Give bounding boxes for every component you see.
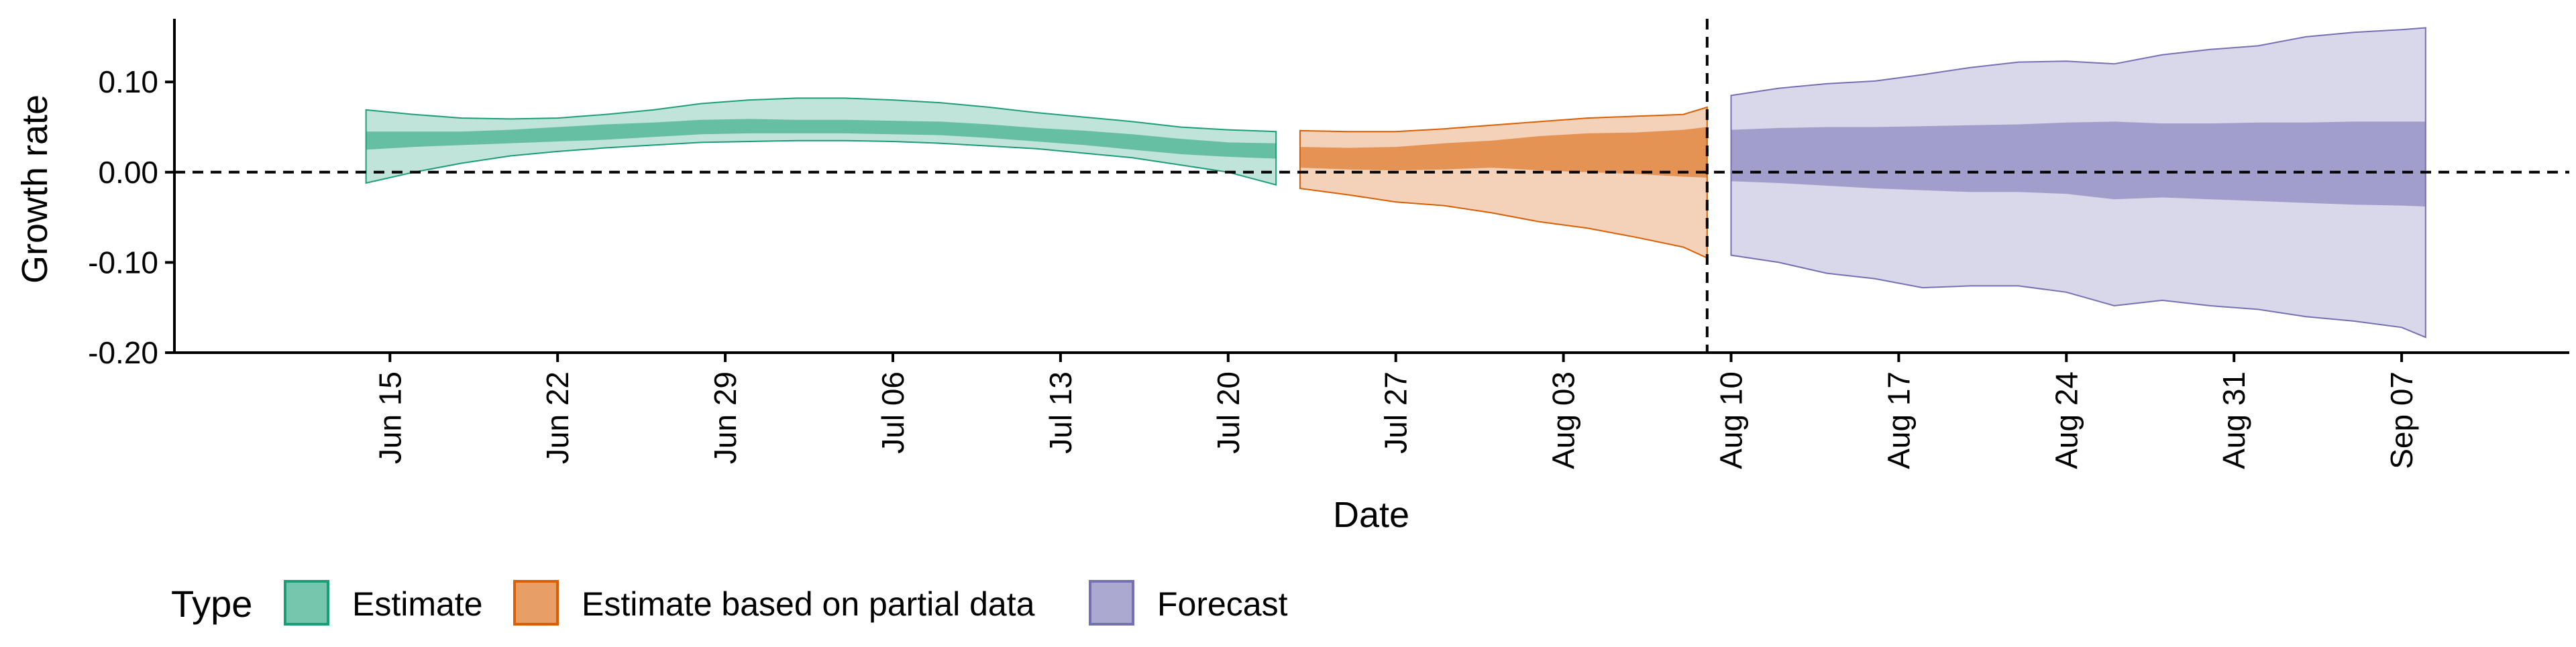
series-1-inner-band — [366, 119, 1277, 159]
x-tick-label: Jul 27 — [1379, 371, 1413, 454]
series-3-inner-band — [1731, 121, 2426, 207]
series-3 — [1730, 27, 2426, 339]
legend-title: Type — [171, 583, 252, 625]
bands-layer — [365, 27, 2426, 339]
x-tick-label: Jun 22 — [540, 371, 575, 464]
x-tick-label: Jul 06 — [875, 371, 910, 454]
legend: Type Estimate Estimate based on partial d… — [171, 580, 1288, 626]
x-tick-label: Sep 07 — [2384, 371, 2419, 469]
x-tick-label: Jul 20 — [1211, 371, 1246, 454]
legend-label-1: Estimate — [352, 585, 483, 623]
y-tick-label: -0.20 — [88, 335, 158, 370]
axes: 0.10 0.00 -0.10 -0.20 Jun 15 Jun 22 Jun 29 Jul … — [88, 19, 2569, 469]
y-tick-label: 0.00 — [98, 155, 158, 190]
y-tick-label: 0.10 — [98, 64, 158, 99]
legend-label-3: Forecast — [1157, 585, 1288, 623]
series-1-outer-band — [365, 97, 1277, 186]
x-tick-label: Jun 15 — [372, 371, 407, 464]
x-tick-label: Aug 31 — [2216, 371, 2251, 469]
x-axis-label: Date — [1333, 495, 1409, 535]
series-2-inner-band — [1299, 127, 1707, 178]
legend-key-3 — [1089, 580, 1134, 626]
x-tick-label: Aug 03 — [1546, 371, 1581, 469]
reference-lines — [174, 19, 2569, 353]
series-1 — [365, 97, 1277, 186]
x-tick-label: Jul 13 — [1043, 371, 1078, 454]
series-2-outer-band — [1299, 106, 1708, 259]
legend-key-2 — [513, 580, 559, 626]
y-axis-label: Growth rate — [15, 95, 55, 284]
y-tick-label: -0.10 — [88, 245, 158, 280]
x-tick-label: Aug 17 — [1881, 371, 1916, 469]
x-tick-label: Aug 10 — [1714, 371, 1749, 469]
series-2 — [1299, 106, 1708, 259]
x-tick-label: Jun 29 — [708, 371, 743, 464]
legend-key-1 — [284, 580, 329, 626]
legend-label-2: Estimate based on partial data — [582, 585, 1035, 623]
x-tick-label: Aug 24 — [2049, 371, 2084, 469]
